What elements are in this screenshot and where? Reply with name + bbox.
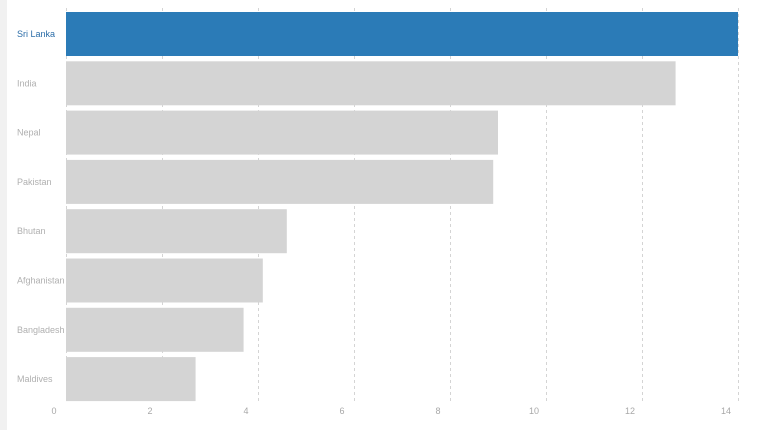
bar-sri-lanka[interactable] [66, 12, 738, 56]
x-tick-label: 12 [625, 406, 635, 416]
category-label: Bhutan [17, 226, 46, 236]
x-tick-label: 8 [435, 406, 440, 416]
left-edge-rule [0, 0, 7, 430]
x-tick-label: 14 [721, 406, 731, 416]
x-tick-label: 10 [529, 406, 539, 416]
category-label: Maldives [17, 374, 53, 384]
bar-india[interactable] [66, 61, 676, 106]
x-tick-label: 2 [147, 406, 152, 416]
x-axis-tick-layer: 0 2 4 6 8 10 12 14 [51, 406, 731, 416]
category-label: Bangladesh [17, 325, 65, 335]
category-label: India [17, 78, 37, 88]
bar-maldives[interactable] [66, 357, 196, 402]
bar-afghanistan[interactable] [66, 258, 263, 303]
category-label: Pakistan [17, 177, 52, 187]
category-label: Afghanistan [17, 276, 65, 286]
x-tick-label: 0 [51, 406, 56, 416]
bar-bangladesh[interactable] [66, 307, 244, 352]
x-tick-label: 4 [243, 406, 248, 416]
bar-nepal[interactable] [66, 110, 498, 155]
bar-pakistan[interactable] [66, 159, 494, 204]
category-label: Sri Lanka [17, 29, 55, 39]
bar-layer [66, 12, 738, 402]
x-tick-label: 6 [339, 406, 344, 416]
category-label: Nepal [17, 128, 41, 138]
category-label-layer: Sri Lanka India Nepal Pakistan Bhutan Afghani… [17, 29, 65, 384]
bar-bhutan[interactable] [66, 209, 287, 254]
